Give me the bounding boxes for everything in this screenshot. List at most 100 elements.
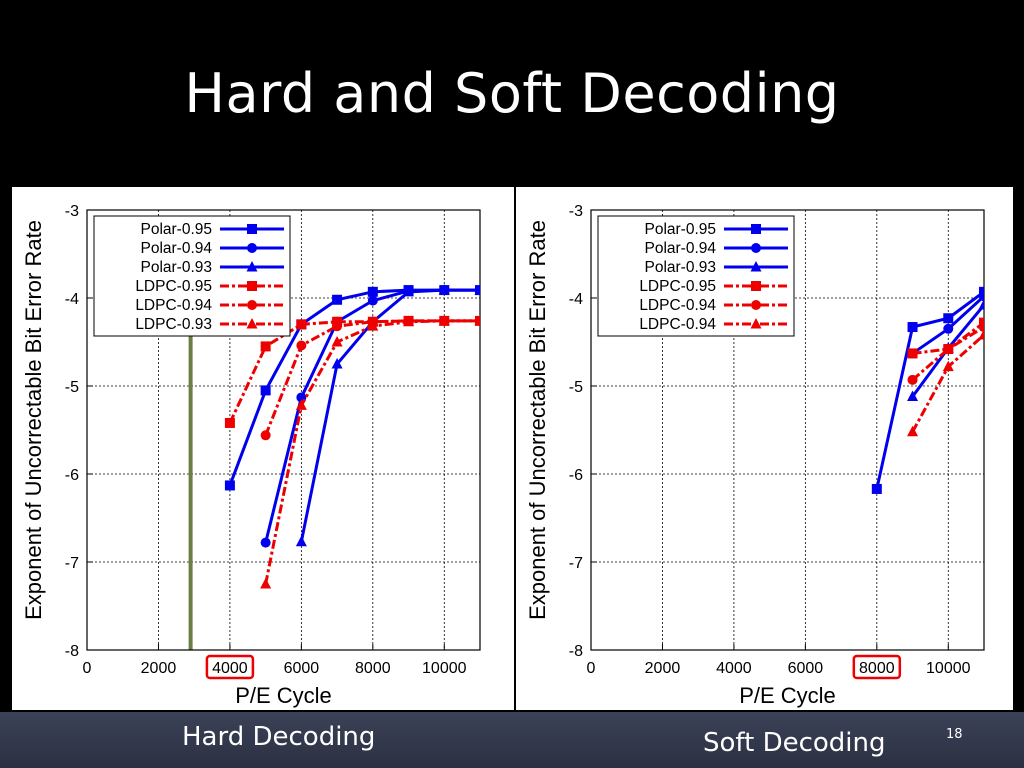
highlighted-tick-box xyxy=(852,654,902,680)
legend-marker xyxy=(247,224,257,234)
data-point-0 xyxy=(907,322,918,333)
vertical-marker-line xyxy=(188,328,193,650)
data-point-2 xyxy=(403,285,415,297)
data-point-3 xyxy=(260,341,271,352)
data-point-3 xyxy=(979,317,984,328)
data-point-0 xyxy=(260,385,271,396)
legend-marker xyxy=(247,243,257,253)
data-point-2 xyxy=(438,284,450,295)
soft-decoding-chart-svg: 0 2000 4000 6000 8000 10000 -8 -7 -6 -5 -4 -3 P/E Cy… xyxy=(525,203,985,708)
slide-footer-band xyxy=(0,712,1024,768)
data-point-1 xyxy=(979,291,984,302)
y-tick-label: -4 xyxy=(569,291,583,308)
data-point-4 xyxy=(296,340,307,351)
legend-box xyxy=(597,215,795,337)
x-axis-label: P/E Cycle xyxy=(235,683,332,708)
data-point-3 xyxy=(296,319,307,330)
y-tick-label: -3 xyxy=(569,203,583,220)
legend-label: LDPC-0.94 xyxy=(639,316,716,333)
x-tick-label: 4000 xyxy=(212,660,248,677)
hard-decoding-chart-svg: 0 2000 4000 6000 8000 10000 -8 -7 -6 -5 -4 -3 P/E Cy… xyxy=(21,203,481,708)
data-point-1 xyxy=(367,295,378,306)
y-tick-label: -4 xyxy=(65,291,79,308)
data-point-5 xyxy=(438,314,450,326)
data-point-4 xyxy=(979,322,984,333)
hard-decoding-caption: Hard Decoding xyxy=(182,722,376,752)
series-group xyxy=(871,286,984,494)
x-tick-label: 4000 xyxy=(716,660,752,677)
data-point-4 xyxy=(260,430,271,441)
data-point-4 xyxy=(332,321,343,332)
y-tick-label: -3 xyxy=(65,203,79,220)
soft-decoding-chart: 0 2000 4000 6000 8000 10000 -8 -7 -6 -5 -4 -3 P/E Cy… xyxy=(516,187,1013,710)
y-axis-label: Exponent of Uncorrectable Bit Error Rate xyxy=(525,220,550,620)
data-point-0 xyxy=(979,286,984,297)
x-tick-label: 0 xyxy=(587,660,596,677)
legend-marker xyxy=(247,281,257,291)
legend-label: Polar-0.94 xyxy=(140,240,212,257)
data-point-0 xyxy=(943,313,954,324)
y-axis-label: Exponent of Uncorrectable Bit Error Rate xyxy=(21,220,46,620)
legend-marker xyxy=(246,318,258,329)
y-tick-label: -8 xyxy=(569,643,583,660)
y-tick-label: -5 xyxy=(65,379,79,396)
x-tick-label: 0 xyxy=(83,660,92,677)
data-point-5 xyxy=(942,360,954,372)
slide-title: Hard and Soft Decoding xyxy=(184,62,840,125)
data-point-3 xyxy=(224,417,235,428)
x-tick-label: 2000 xyxy=(645,660,681,677)
data-point-4 xyxy=(943,344,954,355)
highlighted-tick-box xyxy=(205,654,255,680)
data-point-5 xyxy=(260,578,272,589)
data-point-2 xyxy=(474,284,480,295)
legend-label: LDPC-0.93 xyxy=(135,316,212,333)
x-tick-label: 10000 xyxy=(926,660,971,677)
plot-frame xyxy=(590,209,985,651)
data-point-3 xyxy=(907,348,918,359)
series-line-2 xyxy=(299,288,480,543)
legend-label: LDPC-0.95 xyxy=(639,278,716,295)
data-point-2 xyxy=(295,535,307,547)
x-tick-label: 2000 xyxy=(141,660,177,677)
legend-marker xyxy=(750,318,762,329)
legend-box xyxy=(93,215,291,337)
x-tick-label: 8000 xyxy=(859,660,895,677)
legend-marker xyxy=(247,300,257,310)
data-point-5 xyxy=(367,320,379,331)
legend-marker xyxy=(751,300,761,310)
y-tick-label: -5 xyxy=(569,379,583,396)
data-point-1 xyxy=(943,323,954,334)
data-point-5 xyxy=(331,336,343,347)
data-point-2 xyxy=(331,358,343,369)
data-point-0 xyxy=(367,286,378,297)
x-axis-label: P/E Cycle xyxy=(739,683,836,708)
data-point-2 xyxy=(978,299,984,310)
legend-marker xyxy=(751,243,761,253)
series-group xyxy=(224,284,480,589)
legend-label: Polar-0.95 xyxy=(140,221,212,238)
series-line-0 xyxy=(875,290,984,490)
legend-marker xyxy=(246,261,258,272)
y-tick-label: -6 xyxy=(65,467,79,484)
legend-marker xyxy=(750,261,762,272)
x-tick-label: 10000 xyxy=(422,660,467,677)
data-point-5 xyxy=(474,314,480,326)
y-tick-label: -7 xyxy=(65,555,79,572)
data-point-1 xyxy=(260,537,271,548)
legend-label: Polar-0.95 xyxy=(644,221,716,238)
data-point-0 xyxy=(871,483,882,494)
legend-marker xyxy=(751,281,761,291)
y-tick-label: -7 xyxy=(569,555,583,572)
hard-decoding-chart: 0 2000 4000 6000 8000 10000 -8 -7 -6 -5 -4 -3 P/E Cy… xyxy=(12,187,514,710)
y-tick-label: -8 xyxy=(65,643,79,660)
legend-marker xyxy=(751,224,761,234)
data-point-5 xyxy=(403,315,415,327)
legend-label: Polar-0.94 xyxy=(644,240,716,257)
legend-label: LDPC-0.94 xyxy=(639,297,716,314)
series-line-3 xyxy=(228,319,480,424)
slide-page-number: 18 xyxy=(946,727,963,742)
x-tick-label: 8000 xyxy=(355,660,391,677)
data-point-5 xyxy=(295,399,307,410)
legend-label: LDPC-0.95 xyxy=(135,278,212,295)
soft-decoding-caption: Soft Decoding xyxy=(703,728,886,758)
